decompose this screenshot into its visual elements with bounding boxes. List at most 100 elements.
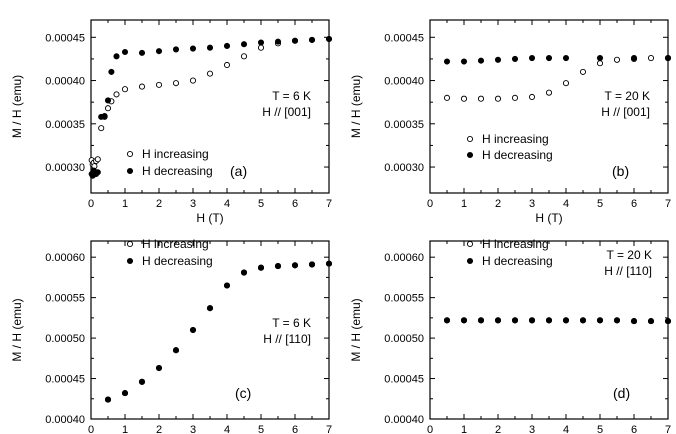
y-tick-label: 0.00045 [45,32,85,44]
point-h-increasing [647,55,655,62]
point-h-decreasing [113,53,120,60]
point-h-decreasing [223,282,231,289]
x-tick-label: 7 [326,198,332,210]
y-axis-label: M / H (emu) [10,298,24,361]
point-h-increasing [528,93,536,101]
legend-label: H decreasing [142,254,213,268]
y-tick-label: 0.00040 [45,414,85,426]
panel-label: (a) [230,163,247,179]
point-h-increasing [94,156,101,163]
annotation-text: H // [001] [601,105,650,119]
legend-marker [466,135,474,143]
point-h-decreasing [108,68,115,75]
point-h-increasing [511,94,519,101]
point-h-decreasing [138,378,146,385]
legend-label: H decreasing [482,148,553,162]
y-tick-label: 0.00030 [384,162,424,174]
x-tick-label: 3 [190,424,196,434]
x-axis-label: H (T) [535,211,562,225]
point-h-increasing [121,86,129,93]
legend-label: H increasing [482,237,549,251]
x-tick-label: 2 [156,198,162,210]
legend-marker [466,257,474,265]
point-h-decreasing [101,112,108,120]
point-h-increasing [257,44,265,51]
y-tick-label: 0.00060 [45,252,85,264]
point-h-decreasing [494,56,502,63]
point-h-decreasing [630,55,638,62]
legend-label: H decreasing [142,164,213,178]
y-axis-label: M / H (emu) [349,75,363,138]
y-tick-label: 0.00040 [384,414,424,426]
y-tick-label: 0.00035 [384,119,424,131]
y-tick-label: 0.00045 [45,374,85,386]
x-tick-label: 5 [258,198,264,210]
point-h-increasing [138,83,146,90]
point-h-decreasing [613,317,621,324]
x-tick-label: 4 [563,424,569,434]
point-h-decreasing [325,260,333,267]
point-h-decreasing [104,396,112,403]
legend-marker [126,240,134,248]
x-tick-label: 6 [292,198,298,210]
panel-d: 0 1 2 3 4 5 6 7 0.00040 0.00045 0.00050 0.00055 0.00… [349,237,671,434]
annotation-text: T = 6 K [272,316,311,330]
x-tick-label: 1 [122,424,128,434]
legend-marker [466,240,474,248]
annotation-text: H // [001] [262,105,311,119]
point-h-increasing [494,95,502,102]
point-h-decreasing [664,55,672,62]
point-h-increasing [545,89,553,96]
point-h-decreasing [206,305,214,312]
x-tick-label: 2 [495,424,501,434]
point-h-decreasing [172,46,180,53]
x-tick-label: 6 [631,424,637,434]
y-tick-label: 0.00050 [45,333,85,345]
point-h-decreasing [477,317,485,324]
point-h-decreasing [104,97,112,104]
x-tick-label: 6 [631,198,637,210]
point-h-increasing [562,80,570,87]
panel-label: (b) [612,163,629,179]
x-tick-label: 0 [88,198,94,210]
point-h-decreasing [596,55,604,62]
point-h-increasing [223,61,231,69]
legend-label: H decreasing [482,254,553,268]
point-h-decreasing [460,58,468,65]
point-h-decreasing [647,318,655,325]
point-h-increasing [98,125,105,132]
point-h-increasing [579,68,587,75]
point-h-decreasing [630,318,638,325]
y-tick-label: 0.00045 [384,374,424,386]
point-h-decreasing [562,317,570,324]
x-tick-label: 4 [224,424,230,434]
point-h-decreasing [528,55,536,62]
x-tick-label: 0 [427,424,433,434]
y-tick-label: 0.00045 [384,32,424,44]
x-tick-label: 3 [190,198,196,210]
point-h-decreasing [240,269,248,276]
legend-marker [466,151,474,159]
point-h-decreasing [308,261,316,268]
point-h-decreasing [562,55,570,62]
y-tick-label: 0.00030 [45,162,85,174]
point-h-decreasing [257,39,265,46]
point-h-decreasing [291,262,299,269]
legend-marker [126,257,134,265]
point-h-increasing [155,81,163,88]
y-tick-label: 0.00060 [384,252,424,264]
point-h-decreasing [291,37,299,44]
point-h-increasing [240,53,248,60]
point-h-decreasing [308,36,316,43]
x-tick-label: 4 [563,198,569,210]
panel-c: 0 1 2 3 4 5 6 7 0.00040 0.00045 0.00050 0.00055 0.00… [10,237,332,434]
y-tick-label: 0.00050 [384,333,424,345]
point-h-decreasing [189,45,197,52]
legend-label: H increasing [142,237,209,251]
panel-label: (d) [613,385,630,401]
annotation-text: T = 20 K [607,248,652,262]
point-h-decreasing [511,317,519,324]
annotation-text: H // [110] [604,264,652,278]
point-h-decreasing [155,48,163,55]
point-h-increasing [443,94,451,101]
